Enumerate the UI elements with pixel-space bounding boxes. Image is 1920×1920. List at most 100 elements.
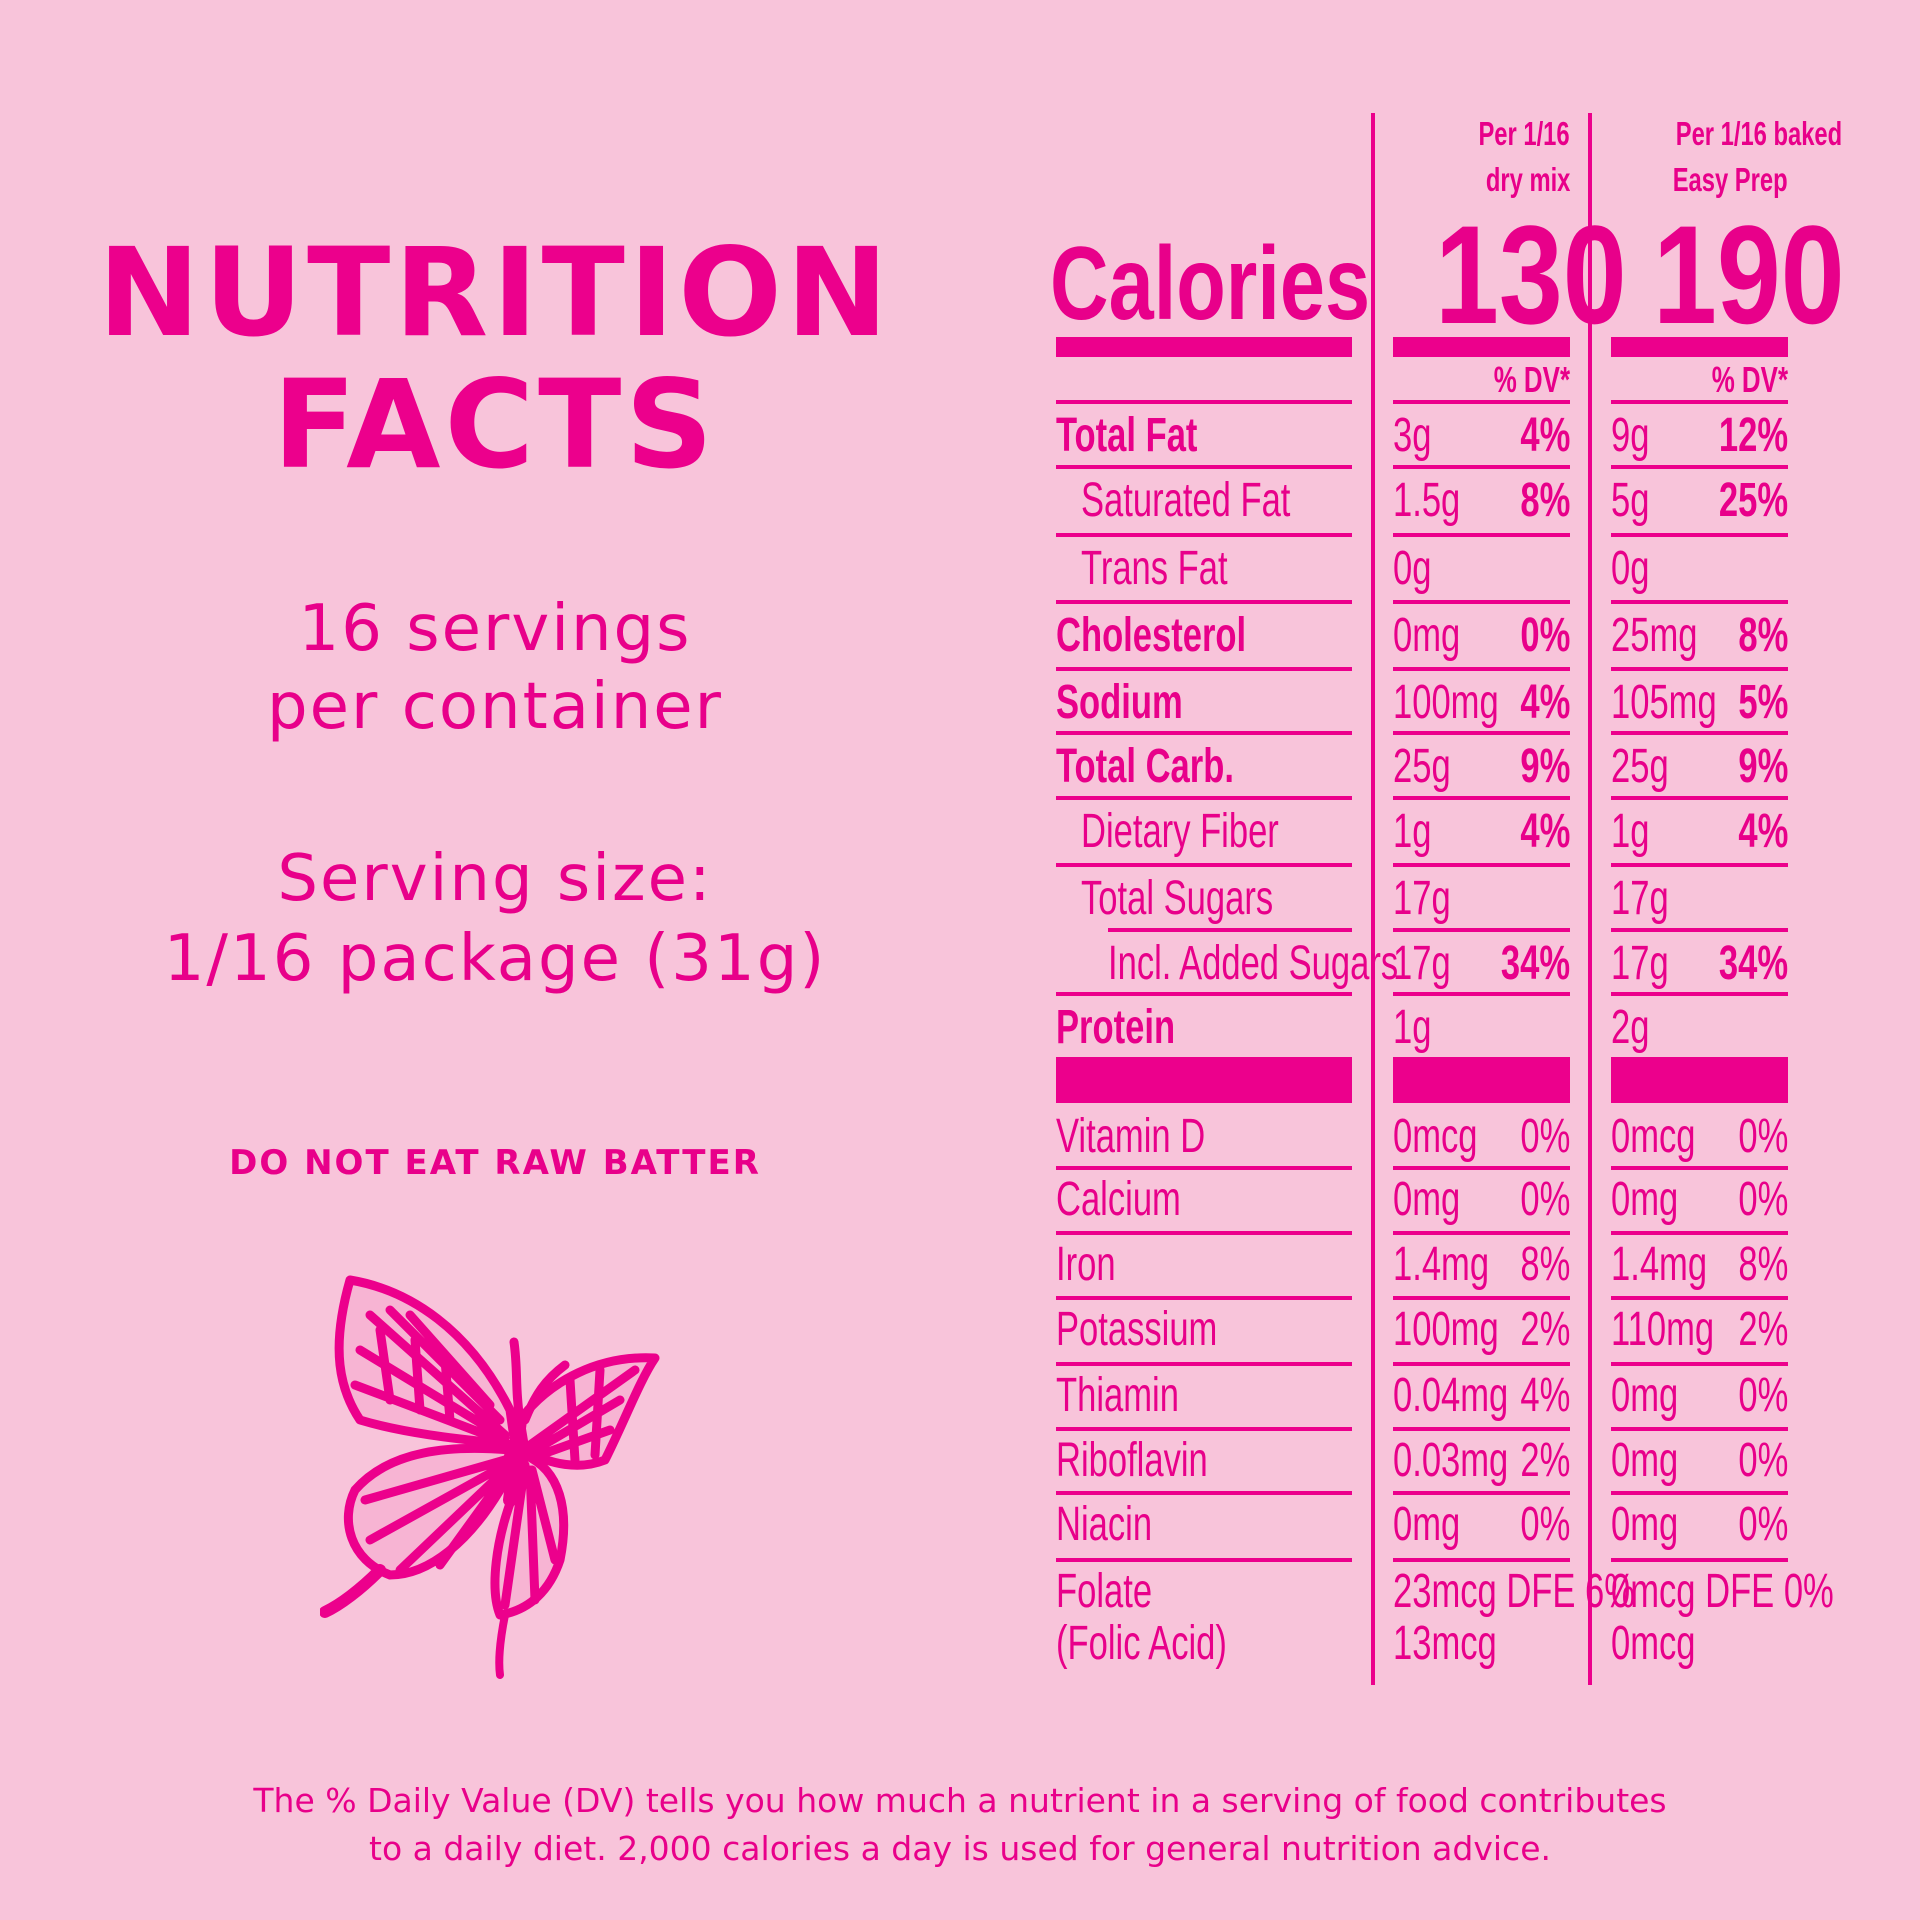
easy-prep-dv: 0% [1738,1434,1788,1487]
vitamin-line-1-label [1056,1231,1352,1235]
nutrient-label: Dietary Fiber [1081,805,1279,858]
easy-prep-amount: 0mg [1611,1498,1679,1551]
column-divider-2 [1588,113,1592,1685]
easy-prep-amount: 0g [1611,542,1650,595]
easy-prep-amount: 25mg [1611,609,1698,662]
vitamin-line-6-col1 [1393,1558,1570,1562]
easy-prep-amount: 0mg [1611,1173,1679,1226]
calories-bar-col2 [1611,337,1788,357]
dry-mix-amount: 1.5g [1393,474,1461,527]
dry-mix-dv: 2% [1520,1434,1570,1487]
dry-mix-amount: 100mg [1393,1303,1499,1356]
dry-mix-amount: 0.04mg [1393,1369,1509,1422]
dry-mix-dv: 4% [1520,1369,1570,1422]
dry-mix-amount: 1g [1393,805,1432,858]
dry-mix-amount: 0g [1393,542,1432,595]
dry-mix-dv [1393,998,1570,1058]
row-line-0-label [1056,400,1352,404]
calories-bar-label [1056,337,1352,357]
easy-prep-dv [1611,998,1788,1058]
row-line-1-col1 [1393,465,1570,469]
row-line-3-label [1056,600,1352,604]
vitamin-line-0-label [1056,1166,1352,1170]
row-line-8-col2 [1611,928,1788,932]
serving-size-value: 1/16 package (31g) [163,922,827,996]
nutrient-label: Saturated Fat [1081,474,1291,527]
easy-prep-dv: 34% [1718,937,1788,990]
row-line-4-col2 [1611,667,1788,671]
row-line-5-col1 [1393,731,1570,735]
folate-label: Folate [1056,1565,1153,1618]
dry-mix-dv: 34% [1500,937,1570,990]
row-line-2-col1 [1393,533,1570,537]
col2-dv-header: % DV* [1711,359,1788,400]
easy-prep-dv: 8% [1738,1238,1788,1291]
vitamin-separator-bar-label [1056,1057,1352,1103]
vitamin-line-3-label [1056,1362,1352,1366]
row-line-8-col1 [1393,928,1570,932]
vitamin-line-0-col1 [1393,1166,1570,1170]
dry-mix-dv [1393,869,1570,929]
easy-prep-folate: 0mcg DFE 0% [1611,1565,1834,1618]
vitamin-label: Niacin [1056,1498,1153,1551]
row-line-4-col1 [1393,667,1570,671]
row-line-8-label [1108,928,1352,932]
row-line-1-col2 [1611,465,1788,469]
dry-mix-dv: 9% [1520,740,1570,793]
easy-prep-amount: 105mg [1611,676,1717,729]
dry-mix-dv: 4% [1520,409,1570,462]
vitamin-line-5-col2 [1611,1491,1788,1495]
row-line-7-col1 [1393,863,1570,867]
easy-prep-dv: 0% [1738,1498,1788,1551]
calories-bar-col1 [1393,337,1570,357]
vitamin-line-4-col1 [1393,1427,1570,1431]
row-line-9-col1 [1393,992,1570,996]
col2-header-line1: Per 1/16 baked [1675,115,1843,152]
dry-mix-dv: 0% [1520,609,1570,662]
easy-prep-dv: 0% [1738,1369,1788,1422]
vitamin-line-3-col1 [1393,1362,1570,1366]
easy-prep-dv [1611,869,1788,929]
dry-mix-amount: 0.03mg [1393,1434,1509,1487]
row-line-9-label [1056,992,1352,996]
easy-prep-amount: 0mg [1611,1434,1679,1487]
row-line-9-col2 [1611,992,1788,996]
vitamin-line-1-col2 [1611,1231,1788,1235]
dry-mix-amount: 3g [1393,409,1432,462]
servings-line-2: per container [267,670,723,744]
col2-header-line2: Easy Prep [1673,161,1788,198]
easy-prep-dv: 25% [1718,474,1788,527]
vitamin-label: Potassium [1056,1303,1218,1356]
easy-prep-amount: 1.4mg [1611,1238,1708,1291]
nutrient-label: Protein [1056,1001,1176,1054]
dry-mix-folate: 23mcg DFE 6% [1393,1565,1636,1618]
row-line-0-col2 [1611,400,1788,404]
dry-mix-amount: 25g [1393,740,1451,793]
easy-prep-dv: 0% [1738,1110,1788,1163]
vitamin-line-3-col2 [1611,1362,1788,1366]
vitamin-label: Vitamin D [1056,1110,1206,1163]
folic-acid-label: (Folic Acid) [1056,1617,1227,1670]
nutrient-label: Cholesterol [1056,609,1247,662]
vitamin-separator-bar-col1 [1393,1057,1570,1103]
row-line-6-col2 [1611,796,1788,800]
footer-dv-line-1: The % Daily Value (DV) tells you how muc… [253,1781,1667,1820]
nutrient-label: Total Carb. [1056,740,1234,793]
col1-header-line1: Per 1/16 [1478,115,1570,152]
nutrient-label: Incl. Added Sugars [1108,937,1399,990]
easy-prep-amount: 17g [1611,872,1669,925]
vitamin-line-6-label [1056,1558,1352,1562]
vitamin-line-2-col1 [1393,1296,1570,1300]
vitamin-line-0-col2 [1611,1166,1788,1170]
vitamin-line-4-label [1056,1427,1352,1431]
title-facts: FACTS [272,354,718,496]
easy-prep-dv: 4% [1738,805,1788,858]
vitamin-line-5-label [1056,1491,1352,1495]
vitamin-label: Thiamin [1056,1369,1179,1422]
servings-line-1: 16 servings [298,592,692,666]
dry-mix-dv: 0% [1520,1498,1570,1551]
easy-prep-dv: 9% [1738,740,1788,793]
easy-prep-amount: 9g [1611,409,1650,462]
row-line-1-label [1056,465,1352,469]
easy-prep-amount: 0mcg [1611,1110,1696,1163]
